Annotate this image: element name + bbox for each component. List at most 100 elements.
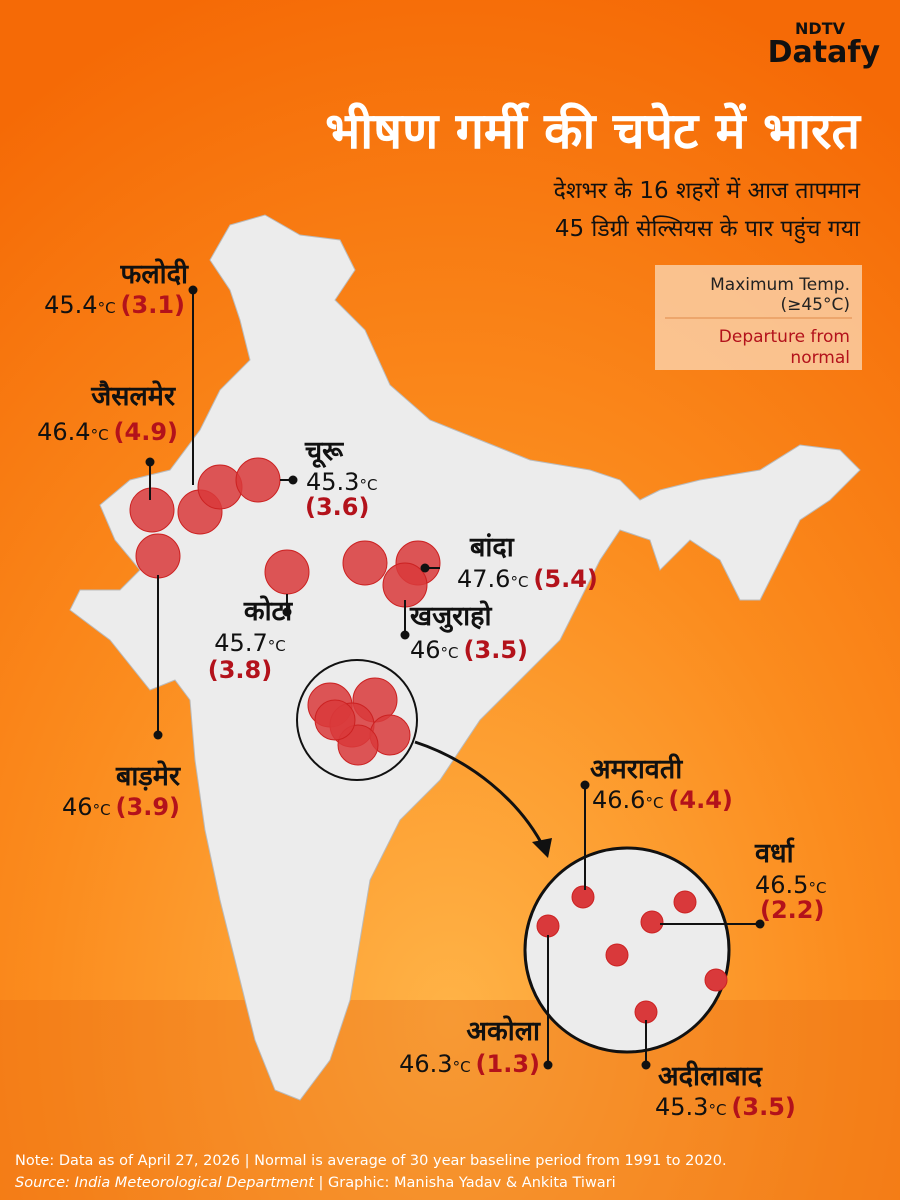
departure: (5.4) (533, 565, 597, 593)
temp-unit: °C (359, 476, 377, 494)
temp-unit: °C (93, 801, 111, 819)
city-name: बाड़मेर (115, 760, 181, 792)
departure: (1.3) (476, 1050, 540, 1078)
arrow-head (532, 838, 552, 858)
departure: (3.5) (731, 1093, 795, 1121)
city-name: वर्धा (754, 837, 795, 869)
connector-end (755, 919, 765, 929)
city-temp: 46.6°C (4.4) (592, 786, 733, 814)
city-dot (605, 943, 629, 967)
departure: (3.5) (464, 636, 528, 664)
city-dot (640, 910, 664, 934)
city-temp: 45.7°C (214, 629, 285, 657)
connector-end (400, 630, 410, 640)
departure: (4.4) (668, 786, 732, 814)
departure: (3.1) (121, 291, 185, 319)
heat-circle (129, 487, 175, 533)
city-temp: 47.6°C (5.4) (457, 565, 598, 593)
heat-circle (135, 533, 181, 579)
city-temp: 45.4°C (3.1) (44, 291, 185, 319)
connector-end (543, 1060, 553, 1070)
temp-value: 46 (410, 636, 441, 664)
city-name: फलोदी (120, 258, 189, 290)
labels: फलोदी45.4°C (3.1)जैसलमेर46.4°C (4.9)चूरू45… (37, 258, 826, 1121)
connector-end (145, 457, 155, 467)
connector-end (288, 475, 298, 485)
city-name: चूरू (304, 436, 344, 469)
departure: (3.6) (305, 493, 369, 521)
dots (129, 457, 728, 1024)
india-map (69, 214, 861, 1101)
temp-value: 45.3 (655, 1093, 708, 1121)
city-name: बांदा (469, 532, 515, 563)
city-temp: 46.3°C (1.3) (399, 1050, 540, 1078)
temp-value: 45.4 (44, 291, 97, 319)
city-temp: 46.5°C (755, 871, 826, 899)
city-name: जैसलमेर (90, 380, 176, 412)
legend-text: Maximum Temp. (710, 275, 850, 295)
temp-value: 46.5 (755, 871, 808, 899)
temp-unit: °C (98, 299, 116, 317)
city-name: खजुराहो (409, 600, 492, 633)
connector-end (282, 607, 292, 617)
departure: (3.8) (208, 656, 272, 684)
legend-text: normal (790, 348, 850, 368)
heat-circle (235, 457, 281, 503)
temp-unit: °C (268, 637, 286, 655)
connector-end (153, 730, 163, 740)
city-name: अदीलाबाद (658, 1060, 764, 1092)
note: Note: Data as of April 27, 2026 | Normal… (15, 1153, 727, 1169)
legend-text: Departure from (719, 327, 850, 347)
connector-end (420, 563, 430, 573)
departure: (3.9) (116, 793, 180, 821)
temp-unit: °C (441, 644, 459, 662)
heat-circle (264, 549, 310, 595)
legend-text: (≥45°C) (780, 295, 850, 315)
city-temp: 45.3°C (306, 468, 377, 496)
departure: (2.2) (760, 896, 824, 924)
temp-value: 47.6 (457, 565, 510, 593)
temp-value: 46 (62, 793, 93, 821)
brand: Datafy (768, 35, 881, 70)
subtitle: 45 डिग्री सेल्सियस के पार पहुंच गया (555, 215, 861, 244)
connector-end (580, 780, 590, 790)
temp-value: 46.4 (37, 418, 90, 446)
credit: | Graphic: Manisha Yadav & Ankita Tiwari (314, 1175, 616, 1191)
zoom-arrow (414, 740, 547, 851)
temp-value: 46.6 (592, 786, 645, 814)
city-temp: 46°C (3.9) (62, 793, 180, 821)
cluster-ring (296, 659, 418, 781)
city-temp: 46.4°C (4.9) (37, 418, 178, 446)
temp-unit: °C (453, 1058, 471, 1076)
source-text: Source: India Meteorological Department (15, 1175, 315, 1191)
city-dot (536, 914, 560, 938)
heat-circle (342, 540, 388, 586)
city-name: अकोला (466, 1015, 541, 1047)
temp-unit: °C (708, 1101, 726, 1119)
city-temp: 45.3°C (3.5) (655, 1093, 796, 1121)
brand-top: NDTV (795, 19, 846, 38)
city-temp: 46°C (3.5) (410, 636, 528, 664)
city-dot (704, 968, 728, 992)
connector-end (188, 285, 198, 295)
city-dot (634, 1000, 658, 1024)
temp-unit: °C (91, 426, 109, 444)
title: भीषण गर्मी की चपेट में भारत (325, 102, 861, 160)
heat-circle (314, 699, 356, 741)
temp-unit: °C (645, 794, 663, 812)
city-dot (571, 885, 595, 909)
city-dot (673, 890, 697, 914)
source: Source: India Meteorological Department … (15, 1175, 616, 1191)
city-name: कोटा (243, 595, 293, 627)
city-name: अमरावती (590, 753, 683, 785)
departure: (4.9) (114, 418, 178, 446)
temp-unit: °C (510, 573, 528, 591)
heat-circle (197, 464, 243, 510)
connector-end (641, 1060, 651, 1070)
temp-unit: °C (808, 879, 826, 897)
subtitle: देशभर के 16 शहरों में आज तापमान (554, 177, 862, 204)
temp-value: 46.3 (399, 1050, 452, 1078)
temp-value: 45.7 (214, 629, 267, 657)
temp-value: 45.3 (306, 468, 359, 496)
